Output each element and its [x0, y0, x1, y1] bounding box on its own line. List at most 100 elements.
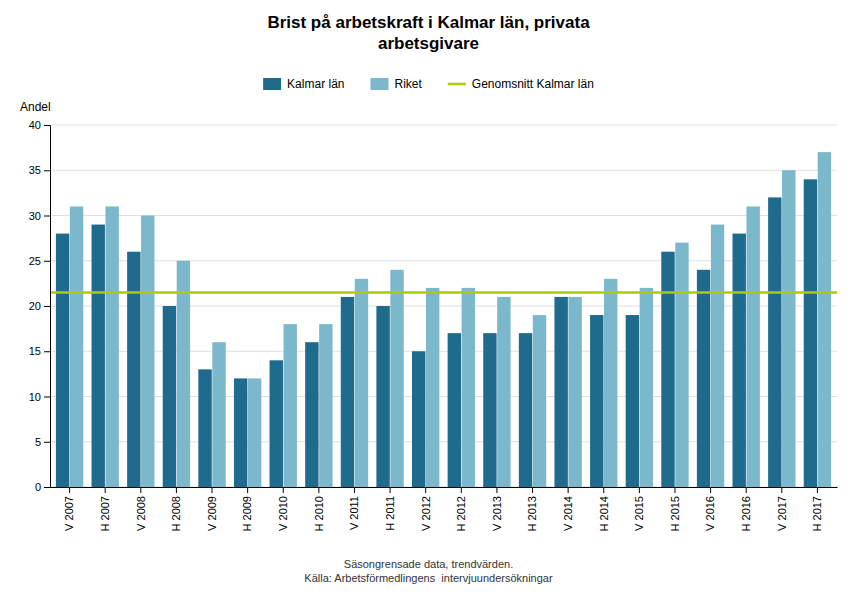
x-tick: H 2016 [740, 487, 752, 531]
bar [768, 197, 781, 487]
tick-label: H 2016 [740, 496, 752, 531]
x-tick: V 2017 [776, 487, 788, 531]
bar [248, 378, 261, 487]
tick-mark [283, 487, 284, 493]
tick-label: 15 [29, 345, 41, 357]
reference-line [50, 291, 837, 294]
tick-mark [354, 487, 355, 493]
grid [50, 125, 837, 487]
tick-label: 10 [29, 391, 41, 403]
bar [697, 270, 710, 487]
bar [319, 324, 332, 487]
tick-mark [817, 487, 818, 493]
bar [626, 315, 639, 487]
legend-item: Kalmar län [263, 77, 344, 91]
tick-mark [44, 261, 50, 262]
bar [234, 378, 247, 487]
bar [554, 297, 567, 487]
bar [733, 234, 746, 487]
tick-label: 40 [29, 119, 41, 131]
bar [92, 225, 105, 487]
tick-mark [603, 487, 604, 493]
tick-mark [44, 487, 50, 488]
tick-mark [781, 487, 782, 493]
axis-line [51, 487, 838, 488]
bar [177, 261, 190, 487]
bar [412, 351, 425, 487]
bar [746, 206, 759, 487]
bar [568, 297, 581, 487]
tick-label: 20 [29, 300, 41, 312]
x-tick: V 2013 [491, 487, 503, 531]
tick-label: H 2011 [384, 496, 396, 531]
title: Brist på arbetskraft i Kalmar län, priva… [267, 13, 590, 53]
y-label: Andel [20, 100, 51, 114]
tick-mark [674, 487, 675, 493]
bar [640, 288, 653, 487]
grid-line [50, 170, 837, 171]
x-tick: H 2013 [526, 487, 538, 531]
x-tick: H 2015 [669, 487, 681, 531]
y-tick: 20 [29, 300, 50, 312]
bar [782, 170, 795, 487]
tick-label: 25 [29, 255, 41, 267]
tick-label: V 2014 [562, 496, 574, 531]
bar [105, 206, 118, 487]
tick-mark [390, 487, 391, 493]
bar [270, 360, 283, 487]
bar [212, 342, 225, 487]
tick-mark [44, 351, 50, 352]
tick-label: V 2008 [135, 496, 147, 531]
tick-mark [44, 397, 50, 398]
tick-mark [140, 487, 141, 493]
note-line: Källa: Arbetsförmedlingens intervjuunder… [304, 572, 553, 584]
x-tick: H 2009 [241, 487, 253, 531]
bar [497, 297, 510, 487]
x-tick: V 2016 [704, 487, 716, 531]
tick-label: H 2017 [811, 496, 823, 531]
x-tick: H 2007 [99, 487, 111, 531]
bar [818, 152, 831, 487]
tick-label: 0 [35, 481, 41, 493]
axis-line [44, 126, 51, 488]
tick-mark [318, 487, 319, 493]
y-tick: 40 [29, 119, 50, 131]
tick-mark [44, 306, 50, 307]
x-tick: V 2008 [135, 487, 147, 531]
bar [163, 306, 176, 487]
tick-mark [532, 487, 533, 493]
x-tick: H 2008 [170, 487, 182, 531]
x-tick: V 2012 [420, 487, 432, 531]
bar [711, 225, 724, 487]
tick-mark [496, 487, 497, 493]
grid-line [50, 125, 837, 126]
x-tick: H 2014 [598, 487, 610, 531]
x-tick: V 2010 [277, 487, 289, 531]
x-tick: V 2007 [63, 487, 75, 531]
tick-label: H 2010 [313, 496, 325, 531]
tick-label: H 2013 [526, 496, 538, 531]
tick-mark [710, 487, 711, 493]
bar [675, 243, 688, 487]
bar [426, 288, 439, 487]
tick-mark [212, 487, 213, 493]
y-tick: 25 [29, 255, 50, 267]
bar [141, 216, 154, 488]
tick-mark [44, 442, 50, 443]
tick-label: V 2013 [491, 496, 503, 531]
title-line: Brist på arbetskraft i Kalmar län, priva… [267, 13, 590, 32]
tick-label: 35 [29, 164, 41, 176]
grid-line [50, 215, 837, 216]
tick-label: H 2007 [99, 496, 111, 531]
y-axis: 0 5 10 15 20 25 30 35 40 [29, 119, 51, 493]
tick-label: 30 [29, 210, 41, 222]
bar [284, 324, 297, 487]
legend-swatch [370, 78, 388, 90]
tick-mark [44, 125, 50, 126]
tick-mark [69, 487, 70, 493]
bar [305, 342, 318, 487]
marks [50, 152, 837, 487]
note-line: Säsongrensade data, trendvärden. [344, 558, 513, 570]
x-tick: V 2009 [206, 487, 218, 531]
tick-label: 5 [35, 436, 41, 448]
